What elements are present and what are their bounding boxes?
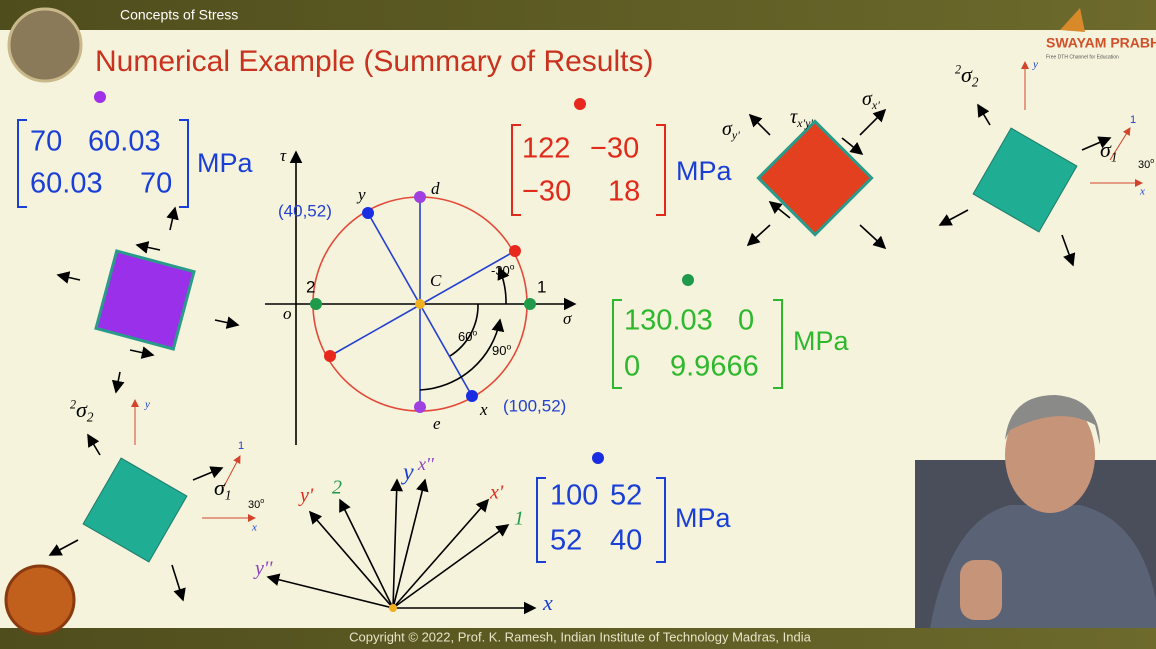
unit: MPa bbox=[676, 156, 733, 186]
subscript: 2 bbox=[87, 410, 94, 425]
matrix-entry: 130.03 bbox=[624, 305, 713, 337]
point-1: 1 bbox=[537, 277, 546, 296]
fan-axis-label: 1 bbox=[514, 508, 524, 530]
matrix-entry: 52 bbox=[550, 525, 582, 557]
origin: o bbox=[283, 304, 292, 323]
angle-value: -30 bbox=[491, 263, 510, 278]
matrix-entry: 70 bbox=[140, 168, 172, 200]
slide-title: Numerical Example (Summary of Results) bbox=[95, 45, 653, 78]
tau-axis: τ bbox=[280, 146, 287, 165]
coords-y: (40,52) bbox=[278, 201, 332, 220]
course-logo bbox=[9, 9, 81, 81]
fan-axis-label: 2 bbox=[332, 477, 342, 499]
subscript: 1 bbox=[225, 488, 232, 503]
subscript: 2 bbox=[972, 75, 979, 90]
unit: MPa bbox=[197, 148, 254, 178]
matrix-entry: 100 bbox=[550, 480, 598, 512]
degree: o bbox=[506, 342, 511, 352]
point-x: x bbox=[479, 400, 488, 419]
institute-logo bbox=[6, 566, 74, 634]
matrix-entry: −30 bbox=[590, 133, 639, 165]
matrix-entry: 9.9666 bbox=[670, 351, 759, 383]
x-axis-label: x bbox=[251, 522, 257, 534]
point-2: 2 bbox=[306, 277, 315, 296]
matrix-entry: 40 bbox=[610, 525, 642, 557]
logo-tagline: Free DTH Channel for Education bbox=[1046, 54, 1119, 60]
dir-1-label: 1 bbox=[1130, 114, 1136, 126]
degree: o bbox=[472, 328, 477, 338]
fan-axis-label: x' bbox=[489, 482, 504, 504]
subscript: x' bbox=[871, 98, 880, 112]
fan-axis-label: x bbox=[542, 590, 553, 615]
angle-value: 60 bbox=[458, 329, 472, 344]
degree: o bbox=[260, 497, 264, 505]
center: C bbox=[430, 271, 442, 290]
logo-name: SWAYAM PRABHA bbox=[1046, 35, 1156, 51]
point-y: y bbox=[356, 185, 366, 204]
fan-axis-label: y' bbox=[298, 485, 314, 507]
angle-value: 90 bbox=[492, 343, 506, 358]
point-e: e bbox=[433, 414, 441, 433]
slide: Concepts of Stress Numerical Example (Su… bbox=[0, 0, 1156, 649]
matrix-entry: 60.03 bbox=[30, 168, 103, 200]
angle-value: 30 bbox=[1138, 159, 1150, 171]
matrix-entry: 0 bbox=[624, 351, 640, 383]
subscript: y' bbox=[731, 128, 740, 142]
matrix-entry: 18 bbox=[608, 176, 640, 208]
matrix-entry: 122 bbox=[522, 133, 570, 165]
degree: o bbox=[510, 262, 515, 272]
fan-axis-label: x'' bbox=[417, 454, 435, 474]
angle-value: 30 bbox=[248, 499, 260, 511]
dir-1-label: 1 bbox=[238, 440, 244, 452]
y-axis-label: y bbox=[144, 399, 150, 411]
degree: o bbox=[1150, 157, 1154, 165]
fan-axis-label: y'' bbox=[253, 558, 273, 580]
matrix-entry: 70 bbox=[30, 126, 62, 158]
sigma-axis: σ bbox=[563, 309, 572, 328]
matrix-entry: 60.03 bbox=[88, 126, 161, 158]
subscript: 1 bbox=[1111, 150, 1118, 165]
x-axis-label: x bbox=[1139, 186, 1145, 198]
copyright: Copyright © 2022, Prof. K. Ramesh, India… bbox=[349, 629, 811, 644]
matrix-entry: 0 bbox=[738, 305, 754, 337]
page: Concepts of Stress Numerical Example (Su… bbox=[0, 0, 1156, 649]
subscript: x'y' bbox=[796, 116, 813, 130]
y-axis-label: y bbox=[1032, 59, 1038, 71]
coords-x: (100,52) bbox=[503, 396, 566, 415]
section-title: Concepts of Stress bbox=[120, 7, 238, 23]
matrix-entry: −30 bbox=[522, 176, 571, 208]
fan-axis-label: y bbox=[401, 460, 414, 486]
unit: MPa bbox=[675, 503, 732, 533]
matrix-entry: 52 bbox=[610, 480, 642, 512]
point-d: d bbox=[431, 179, 440, 198]
unit: MPa bbox=[793, 326, 850, 356]
